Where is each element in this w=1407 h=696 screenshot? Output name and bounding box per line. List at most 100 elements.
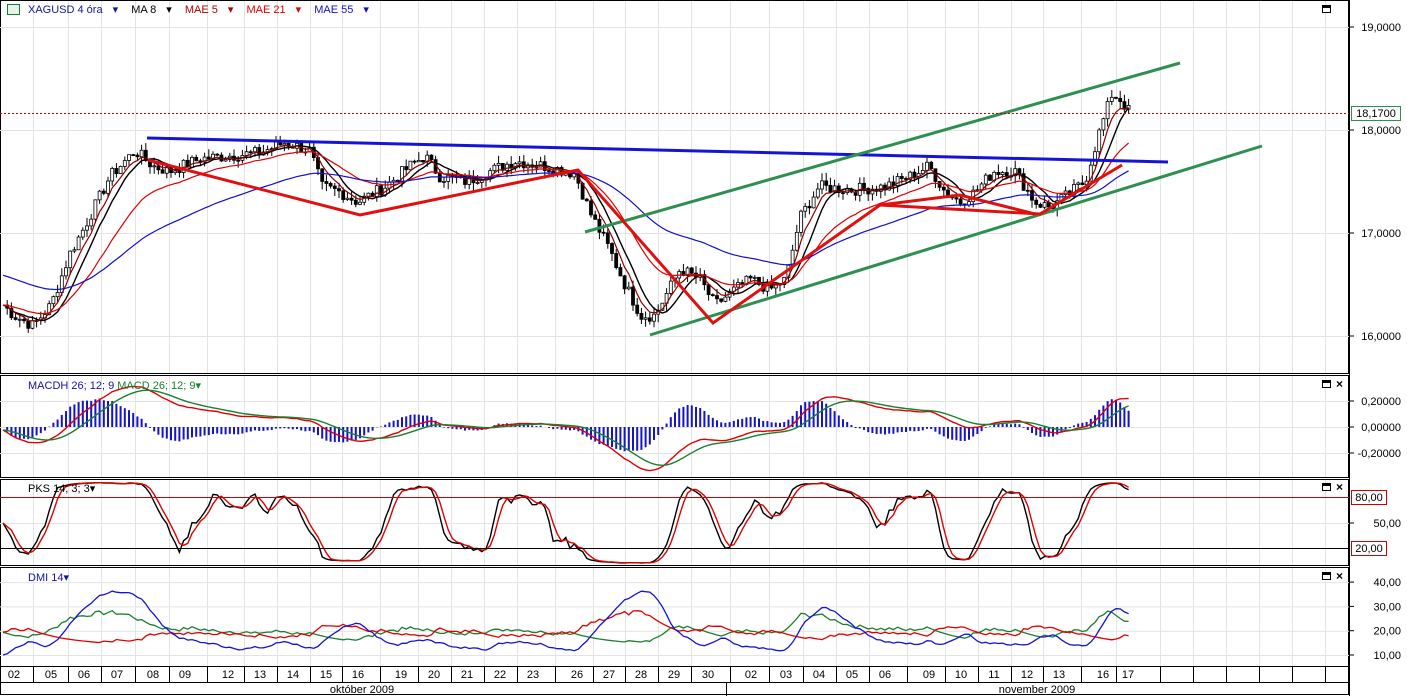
candle-body: [51, 296, 56, 305]
dmi-label-text: DMI 14: [28, 572, 64, 584]
candle-body: [1093, 151, 1097, 166]
candle-body: [1101, 118, 1106, 131]
candle-body: [643, 317, 648, 320]
candle-body: [156, 165, 161, 171]
x-tick-label: 05: [45, 669, 57, 681]
grid-lines: [0, 1, 1349, 666]
mae21-line: [2, 142, 1129, 315]
chart-icon: [7, 4, 20, 15]
candle-body: [475, 182, 480, 184]
candle-body: [1105, 101, 1110, 120]
candle-body: [807, 205, 812, 209]
candle-body: [1114, 96, 1118, 99]
price-tick-label: 17,0000: [1361, 228, 1401, 240]
macd-tick-label: 0,20000: [1361, 396, 1401, 408]
candle-body: [72, 249, 77, 252]
pks-d-line: [2, 482, 1129, 564]
x-tick-label: 27: [603, 669, 615, 681]
x-tick-label: 06: [78, 669, 90, 681]
price-tick-label: 18,0000: [1361, 125, 1401, 137]
candle-body: [68, 250, 73, 269]
last-price-box: 18,1700: [1351, 106, 1401, 121]
candle-body: [93, 199, 98, 220]
candle-body: [257, 147, 262, 156]
candle-body: [106, 180, 110, 194]
dmi-close-icon[interactable]: ×: [1336, 569, 1344, 583]
candle-body: [647, 317, 652, 322]
pks-maximize-icon[interactable]: [1322, 483, 1331, 491]
candle-body: [614, 253, 619, 268]
x-tick-label: 07: [111, 669, 123, 681]
candle-body: [143, 149, 148, 161]
x-tick-label: 05: [846, 669, 858, 681]
x-tick-label: 09: [923, 669, 935, 681]
candle-body: [55, 292, 60, 298]
candle-body: [639, 312, 644, 320]
candle-body: [610, 243, 614, 254]
dmi-label[interactable]: DMI 14▾: [28, 572, 69, 584]
macd-label[interactable]: MACDH 26; 12; 9 MACD 26; 12; 9▾: [28, 380, 202, 392]
indicator-mae55[interactable]: MAE 55 ▾: [314, 4, 369, 16]
candle-body: [1109, 96, 1114, 102]
candle-body: [887, 181, 892, 191]
pks-label[interactable]: PKS 14; 3; 3▾: [28, 483, 96, 495]
candle-body: [517, 161, 522, 165]
pks-close-icon[interactable]: ×: [1336, 480, 1344, 494]
candle-body: [320, 168, 325, 182]
candle-body: [395, 179, 400, 182]
candle-body: [152, 165, 157, 168]
candle-body: [467, 176, 472, 185]
candle-body: [920, 170, 925, 175]
candle-body: [748, 275, 753, 279]
candle-body: [139, 149, 144, 158]
x-tick-label: 23: [527, 669, 539, 681]
candle-body: [194, 156, 199, 162]
indicator-ma8[interactable]: MA 8 ▾: [131, 4, 172, 16]
dmi-minus-line: [2, 610, 1129, 644]
x-tick-label: 04: [813, 669, 825, 681]
candle-body: [101, 190, 106, 194]
candle-body: [719, 298, 724, 302]
x-tick-label: 26: [571, 669, 583, 681]
candle-body: [832, 185, 837, 193]
symbol-selector[interactable]: XAGUSD 4 óra ▾: [28, 4, 119, 16]
candle-body: [442, 180, 446, 183]
candle-body: [13, 317, 18, 320]
zigzag-pattern-line: [147, 158, 1123, 326]
candle-body: [64, 267, 68, 277]
candle-body: [908, 171, 913, 180]
candle-body: [122, 160, 127, 167]
candle-body: [76, 236, 81, 251]
x-tick-label: 02: [8, 669, 20, 681]
x-tick-label: 20: [428, 669, 440, 681]
indicator-mae21[interactable]: MAE 21 ▾: [246, 4, 302, 16]
x-tick-label: 21: [461, 669, 473, 681]
x-tick-label: 15: [320, 669, 332, 681]
adx-line: [2, 590, 1129, 656]
price-tick-label: 19,0000: [1361, 22, 1401, 34]
candle-body: [1080, 182, 1085, 185]
candle-body: [815, 188, 820, 198]
candle-body: [1034, 199, 1039, 205]
x-tick-label: 13: [254, 669, 266, 681]
candle-body: [941, 186, 946, 191]
candle-body: [891, 181, 896, 186]
indicator-mae5[interactable]: MAE 5 ▾: [184, 4, 234, 16]
macd-signal-line: [2, 389, 1129, 467]
candle-body: [862, 182, 866, 189]
zigzag-recent-line: [879, 193, 1036, 216]
dmi-tick-label: 20,00: [1373, 626, 1401, 638]
dmi-maximize-icon[interactable]: [1322, 572, 1331, 580]
macd-close-icon[interactable]: ×: [1336, 377, 1344, 391]
candle-body: [374, 185, 379, 198]
candle-body: [954, 197, 959, 200]
candle-body: [30, 320, 35, 329]
candle-body: [358, 201, 362, 205]
maximize-icon[interactable]: [1322, 5, 1331, 13]
candle-body: [626, 286, 631, 290]
macd-maximize-icon[interactable]: [1322, 380, 1331, 388]
candle-body: [215, 153, 220, 156]
candle-body: [253, 147, 257, 153]
candle-body: [206, 156, 211, 160]
candle-body: [446, 174, 451, 182]
